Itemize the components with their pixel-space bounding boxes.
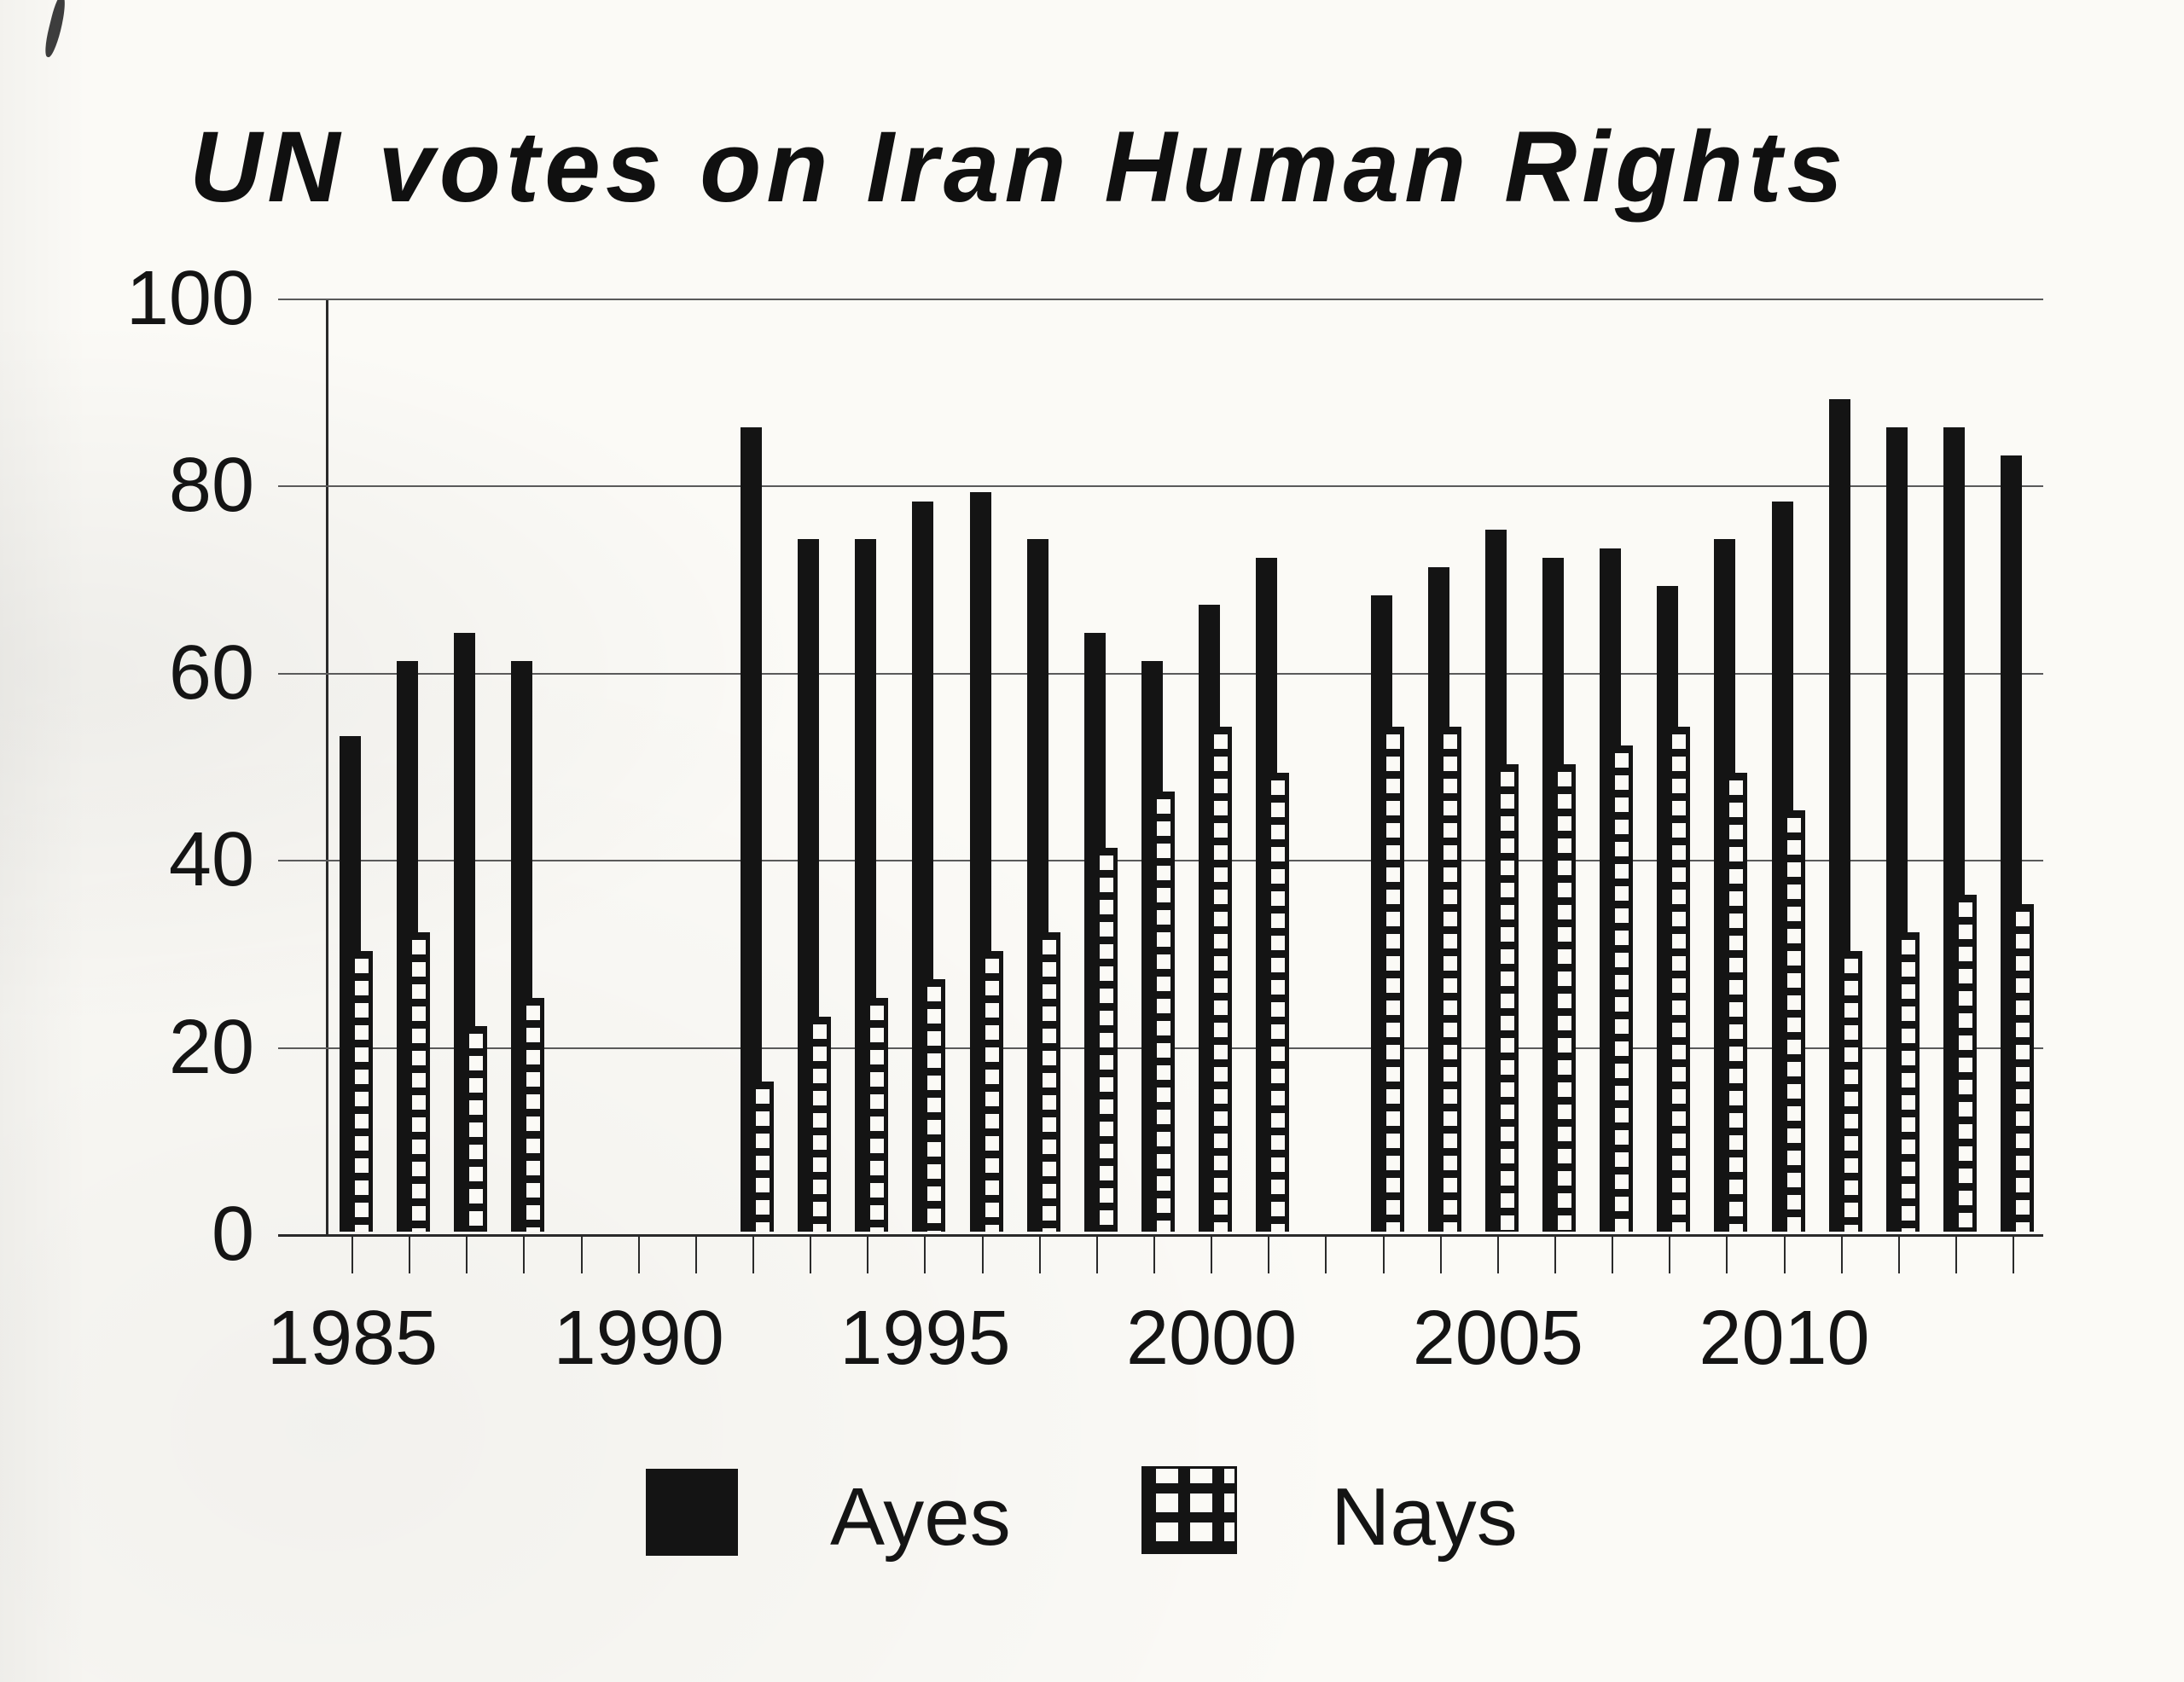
nay-bar-1993 [809, 1016, 832, 1232]
nay-bar-1997 [1037, 931, 1060, 1232]
y-axis-label-0: 0 [211, 1192, 254, 1277]
x-tick-2003 [1382, 1234, 1385, 1273]
y-axis-line [326, 299, 328, 1237]
y-axis-label-100: 100 [125, 256, 254, 341]
nay-bar-2007 [1611, 745, 1634, 1232]
x-tick-2007 [1612, 1234, 1614, 1273]
nay-bar-1987 [465, 1025, 488, 1232]
x-tick-2001 [1268, 1234, 1270, 1273]
nay-bar-1986 [408, 931, 431, 1232]
nay-bar-2005 [1496, 763, 1519, 1232]
nay-bar-1996 [980, 950, 1003, 1232]
y-axis-label-80: 80 [168, 443, 254, 529]
x-tick-1990 [637, 1234, 640, 1273]
nay-bar-2000 [1210, 726, 1233, 1232]
x-tick-2004 [1439, 1234, 1442, 1273]
x-axis-label-2005: 2005 [1412, 1296, 1583, 1381]
x-tick-2002 [1325, 1234, 1327, 1273]
x-tick-2006 [1554, 1234, 1556, 1273]
plot-area [278, 299, 2043, 1273]
gridline-80 [278, 485, 2043, 488]
nay-bar-1995 [923, 978, 946, 1232]
gridline-0 [278, 1234, 2043, 1237]
gridline-100 [278, 299, 2043, 300]
y-axis-label-60: 60 [168, 629, 254, 716]
nay-bar-2003 [1381, 726, 1404, 1232]
x-tick-1994 [867, 1234, 869, 1273]
nay-bar-2012 [1896, 931, 1920, 1232]
nay-bar-2011 [1839, 950, 1862, 1232]
x-tick-1987 [466, 1234, 468, 1273]
x-axis-label-1985: 1985 [266, 1296, 439, 1381]
x-tick-2012 [1897, 1234, 1900, 1273]
x-tick-1986 [409, 1234, 411, 1273]
nay-bar-1992 [751, 1082, 774, 1232]
nay-bar-2010 [1782, 810, 1805, 1232]
x-tick-1996 [981, 1234, 984, 1273]
legend-ayes-label: Ayes [830, 1471, 1011, 1563]
x-axis-label-1995: 1995 [839, 1296, 1011, 1381]
x-tick-1997 [1038, 1234, 1041, 1273]
legend-nays-swatch [1141, 1466, 1237, 1554]
nay-bar-2008 [1668, 726, 1691, 1232]
x-tick-1999 [1153, 1234, 1155, 1273]
x-tick-2013 [1955, 1234, 1957, 1273]
x-tick-1991 [694, 1234, 697, 1273]
nay-bar-1988 [522, 997, 545, 1232]
nay-bar-2001 [1267, 773, 1290, 1232]
legend-ayes-swatch [646, 1469, 738, 1556]
x-tick-1998 [1095, 1234, 1098, 1273]
nay-bar-1994 [866, 997, 889, 1232]
nay-bar-2009 [1725, 773, 1748, 1232]
x-tick-2000 [1211, 1234, 1213, 1273]
x-tick-1993 [810, 1234, 812, 1273]
x-tick-2014 [2013, 1234, 2015, 1273]
x-tick-1995 [924, 1234, 926, 1273]
legend-nays-label: Nays [1331, 1471, 1518, 1563]
nay-bar-2014 [2012, 904, 2035, 1232]
nay-bar-2013 [1954, 895, 1977, 1232]
x-axis-label-1990: 1990 [553, 1296, 724, 1381]
nay-bar-2006 [1553, 763, 1576, 1232]
x-axis-label-2010: 2010 [1699, 1296, 1870, 1381]
x-tick-2009 [1726, 1234, 1728, 1273]
nay-bar-2004 [1438, 726, 1461, 1232]
x-tick-1988 [523, 1234, 526, 1273]
x-tick-1989 [580, 1234, 583, 1273]
chart-title: UN votes on Iran Human Rights [189, 111, 1849, 223]
y-axis-label-20: 20 [168, 1004, 254, 1090]
x-tick-1985 [351, 1234, 353, 1273]
x-tick-2010 [1783, 1234, 1786, 1273]
x-tick-2011 [1840, 1234, 1843, 1273]
x-tick-2005 [1496, 1234, 1499, 1273]
x-tick-1992 [752, 1234, 754, 1273]
nay-bar-1998 [1095, 848, 1118, 1232]
x-axis-label-2000: 2000 [1125, 1296, 1298, 1381]
nay-bar-1999 [1152, 792, 1175, 1232]
nay-bar-1985 [351, 950, 373, 1232]
x-tick-2008 [1669, 1234, 1671, 1273]
y-axis-label-40: 40 [168, 817, 254, 903]
